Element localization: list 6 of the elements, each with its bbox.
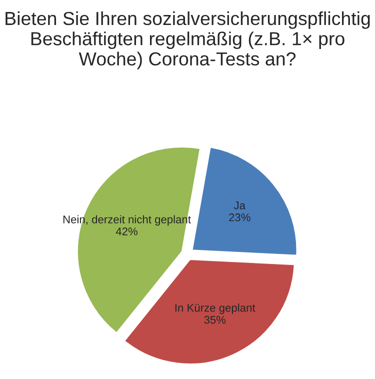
data-label: 23% xyxy=(229,213,250,222)
data-label: 42% xyxy=(116,227,138,236)
data-label: 35% xyxy=(204,316,226,324)
chart-title: Bieten Sie Ihren sozialversicherungspflichtig Beschäftigten regelmäßig (z.B. 1× pro Woche) Corona-Tests an? xyxy=(6,11,370,70)
slice-label: Ja xyxy=(234,202,246,210)
slice-label: In Kürze geplant xyxy=(175,304,256,314)
